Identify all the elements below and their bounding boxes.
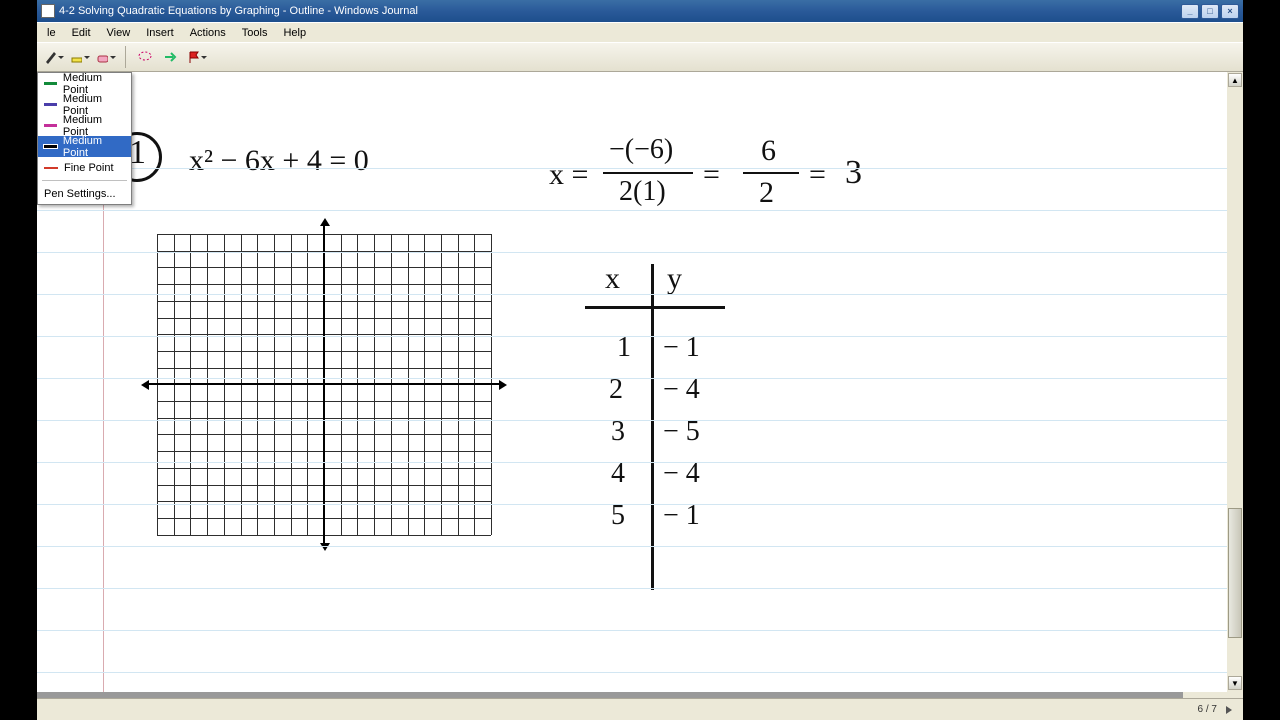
page-rule-line bbox=[37, 588, 1233, 589]
pen-tool-button[interactable] bbox=[43, 46, 65, 68]
equation-quadratic: x² − 6x + 4 = 0 bbox=[189, 144, 369, 178]
page-indicator: 6 / 7 bbox=[1198, 704, 1217, 715]
status-bar: 6 / 7 bbox=[37, 698, 1243, 720]
insert-space-button[interactable] bbox=[160, 46, 182, 68]
table-header-x: x bbox=[605, 262, 620, 296]
menubar: le Edit View Insert Actions Tools Help bbox=[37, 22, 1243, 42]
fraction2-line bbox=[743, 172, 799, 174]
equals-1: = bbox=[703, 158, 720, 192]
canvas-area: 1 x² − 6x + 4 = 0 x = −(−6) 2(1) = 6 2 =… bbox=[37, 72, 1243, 692]
menu-edit[interactable]: Edit bbox=[64, 25, 99, 41]
vertex-result: 3 bbox=[845, 154, 862, 192]
app-icon bbox=[41, 4, 55, 18]
pen-icon bbox=[44, 50, 56, 64]
menu-file[interactable]: le bbox=[39, 25, 64, 41]
flag-tool-button[interactable] bbox=[186, 46, 208, 68]
pen-option-0[interactable]: Medium Point bbox=[38, 73, 131, 94]
menu-separator bbox=[42, 180, 127, 181]
page-rule-line bbox=[37, 504, 1233, 505]
page-rule-line bbox=[37, 462, 1233, 463]
page-rule-line bbox=[37, 336, 1233, 337]
fraction2-num: 6 bbox=[761, 134, 776, 168]
pen-settings-label: Pen Settings... bbox=[44, 188, 116, 200]
pen-style-menu: Medium Point Medium Point Medium Point M… bbox=[37, 72, 132, 205]
pen-option-3[interactable]: Medium Point bbox=[38, 136, 131, 157]
pen-settings[interactable]: Pen Settings... bbox=[38, 183, 131, 204]
pen-option-1[interactable]: Medium Point bbox=[38, 94, 131, 115]
close-button[interactable]: × bbox=[1221, 4, 1239, 19]
table-header-y: y bbox=[667, 262, 682, 296]
menu-insert[interactable]: Insert bbox=[138, 25, 182, 41]
flag-icon bbox=[187, 50, 199, 64]
maximize-button[interactable]: □ bbox=[1201, 4, 1219, 19]
page-rule-line bbox=[37, 420, 1233, 421]
fraction1-den: 2(1) bbox=[619, 176, 666, 208]
toolbar-separator bbox=[125, 46, 126, 68]
scroll-up-button[interactable]: ▲ bbox=[1228, 73, 1242, 87]
page-rule-line bbox=[37, 672, 1233, 673]
page-rule-line bbox=[37, 168, 1233, 169]
pen-option-label: Fine Point bbox=[64, 162, 114, 174]
pen-swatch-icon bbox=[44, 82, 57, 85]
arrow-right-icon bbox=[163, 50, 179, 64]
fraction2-den: 2 bbox=[759, 176, 774, 210]
app-window: 4-2 Solving Quadratic Equations by Graph… bbox=[37, 0, 1243, 720]
equals-2: = bbox=[809, 158, 826, 192]
scroll-down-button[interactable]: ▼ bbox=[1228, 676, 1242, 690]
page-rule-line bbox=[37, 546, 1233, 547]
pen-swatch-icon bbox=[44, 167, 58, 169]
page-rule-line bbox=[37, 378, 1233, 379]
lasso-icon bbox=[137, 50, 153, 64]
menu-view[interactable]: View bbox=[99, 25, 139, 41]
toolbar bbox=[37, 42, 1243, 72]
titlebar: 4-2 Solving Quadratic Equations by Graph… bbox=[37, 0, 1243, 22]
journal-page[interactable]: 1 x² − 6x + 4 = 0 x = −(−6) 2(1) = 6 2 =… bbox=[37, 72, 1233, 692]
menu-actions[interactable]: Actions bbox=[182, 25, 234, 41]
eraser-icon bbox=[96, 50, 108, 64]
scroll-thumb[interactable] bbox=[1228, 508, 1242, 638]
fraction1-num: −(−6) bbox=[609, 134, 673, 166]
menu-help[interactable]: Help bbox=[275, 25, 314, 41]
equation-vertex-x-label: x = bbox=[549, 158, 588, 192]
coordinate-grid bbox=[157, 234, 491, 535]
menu-tools[interactable]: Tools bbox=[234, 25, 276, 41]
highlighter-tool-button[interactable] bbox=[69, 46, 91, 68]
lasso-tool-button[interactable] bbox=[134, 46, 156, 68]
pen-swatch-icon bbox=[44, 103, 57, 106]
eraser-tool-button[interactable] bbox=[95, 46, 117, 68]
page-rule-line bbox=[37, 252, 1233, 253]
page-rule-line bbox=[37, 630, 1233, 631]
pen-swatch-icon bbox=[44, 145, 57, 148]
page-rule-line bbox=[37, 294, 1233, 295]
table-column-divider bbox=[651, 264, 654, 590]
minimize-button[interactable]: _ bbox=[1181, 4, 1199, 19]
table-header-rule bbox=[585, 306, 725, 309]
fraction1-line bbox=[603, 172, 693, 174]
pen-swatch-icon bbox=[44, 124, 57, 127]
pen-option-2[interactable]: Medium Point bbox=[38, 115, 131, 136]
vertical-scrollbar[interactable]: ▲ ▼ bbox=[1227, 72, 1243, 692]
window-title: 4-2 Solving Quadratic Equations by Graph… bbox=[59, 5, 418, 17]
highlighter-icon bbox=[70, 50, 82, 64]
scroll-track[interactable] bbox=[1227, 88, 1243, 676]
pen-option-label: Medium Point bbox=[63, 135, 125, 159]
pen-option-4[interactable]: Fine Point bbox=[38, 157, 131, 178]
page-rule-line bbox=[37, 210, 1233, 211]
next-page-icon[interactable] bbox=[1223, 704, 1235, 716]
